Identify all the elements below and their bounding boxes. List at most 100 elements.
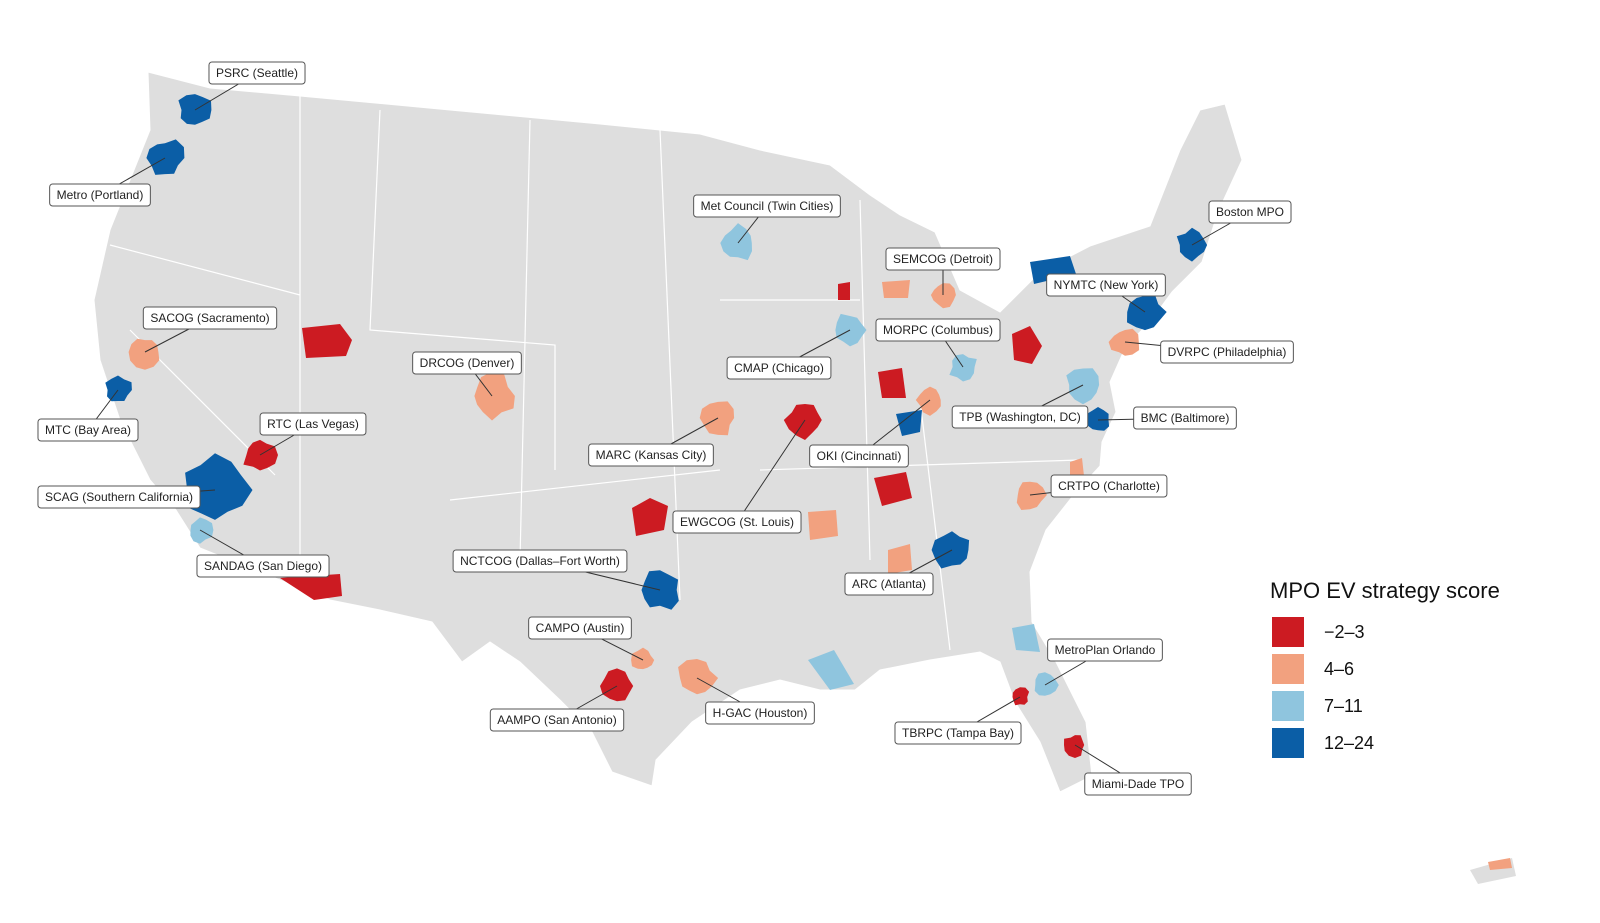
label-box xyxy=(452,549,628,573)
mpo-label: PSRC (Seattle) xyxy=(208,61,306,85)
label-box xyxy=(693,194,841,218)
mpo-label: MetroPlan Orlando xyxy=(1047,638,1163,662)
mpo-label-text: CMAP (Chicago) xyxy=(734,361,824,375)
mpo-label-text: NCTCOG (Dallas–Fort Worth) xyxy=(460,554,620,568)
label-box xyxy=(672,510,802,534)
mpo-region xyxy=(931,531,970,569)
label-box xyxy=(1208,200,1292,224)
mpo-label: Miami-Dade TPO xyxy=(1084,772,1192,796)
legend: MPO EV strategy score −2–3 4–6 7–11 12–24 xyxy=(1270,578,1500,758)
mpo-label-text: DVRPC (Philadelphia) xyxy=(1168,345,1287,359)
label-box xyxy=(844,572,934,596)
label-box xyxy=(1084,772,1192,796)
mpo-label: SACOG (Sacramento) xyxy=(142,306,278,330)
legend-label: 4–6 xyxy=(1324,659,1354,679)
region xyxy=(302,324,352,358)
mpo-label-text: ARC (Atlanta) xyxy=(852,577,926,591)
mpo-region xyxy=(1108,328,1140,356)
mpo-region xyxy=(835,313,867,347)
region xyxy=(808,650,854,690)
mpo-label: Metro (Portland) xyxy=(49,183,151,207)
legend-swatch xyxy=(1272,728,1304,758)
region xyxy=(632,498,668,536)
mpo-label-text: AAMPO (San Antonio) xyxy=(497,713,616,727)
mpo-label: NCTCOG (Dallas–Fort Worth) xyxy=(452,549,628,573)
region xyxy=(888,544,912,574)
mpo-region xyxy=(1064,735,1085,758)
mpo-region xyxy=(474,371,515,421)
mpo-label: BMC (Baltimore) xyxy=(1133,406,1237,430)
region xyxy=(896,410,922,436)
region xyxy=(878,368,906,398)
mpo-region xyxy=(631,647,655,670)
label-box xyxy=(37,485,201,509)
legend-swatch xyxy=(1272,691,1304,721)
label-box xyxy=(705,701,815,725)
mpo-label-text: H-GAC (Houston) xyxy=(713,706,808,720)
mpo-label: Boston MPO xyxy=(1208,200,1292,224)
mpo-label: SANDAG (San Diego) xyxy=(196,554,330,578)
label-box xyxy=(196,554,330,578)
legend-title: MPO EV strategy score xyxy=(1270,578,1500,603)
mpo-label-text: MARC (Kansas City) xyxy=(596,448,707,462)
mpo-label: OKI (Cincinnati) xyxy=(809,444,909,468)
region xyxy=(1012,326,1042,364)
mpo-labels: PSRC (Seattle) Metro (Portland) Met Counci… xyxy=(37,61,1294,796)
mpo-label-text: OKI (Cincinnati) xyxy=(817,449,902,463)
mpo-label-text: CRTPO (Charlotte) xyxy=(1058,479,1160,493)
mpo-region xyxy=(600,668,634,702)
mpo-label: H-GAC (Houston) xyxy=(705,701,815,725)
mpo-label-text: Metro (Portland) xyxy=(57,188,144,202)
us-outline xyxy=(93,71,1243,793)
mpo-region xyxy=(178,94,212,125)
mpo-label: RTC (Las Vegas) xyxy=(259,412,367,436)
unlabeled-regions xyxy=(280,256,1516,884)
label-box xyxy=(142,306,278,330)
mpo-label-text: TBRPC (Tampa Bay) xyxy=(902,726,1014,740)
label-box xyxy=(49,183,151,207)
mpo-region xyxy=(1012,687,1030,706)
mpo-region xyxy=(105,375,132,402)
mpo-label-text: PSRC (Seattle) xyxy=(216,66,298,80)
mpo-label: AAMPO (San Antonio) xyxy=(489,708,625,732)
mpo-label: DRCOG (Denver) xyxy=(412,351,522,375)
mpo-label-text: SANDAG (San Diego) xyxy=(204,559,322,573)
mpo-label-text: Boston MPO xyxy=(1216,205,1284,219)
label-box xyxy=(809,444,909,468)
label-box xyxy=(528,616,632,640)
legend-label: 12–24 xyxy=(1324,733,1374,753)
mpo-label-text: SEMCOG (Detroit) xyxy=(893,252,993,266)
mpo-label-text: Miami-Dade TPO xyxy=(1092,777,1184,791)
region xyxy=(1012,624,1040,652)
mpo-region xyxy=(243,439,278,471)
mpo-label: CRTPO (Charlotte) xyxy=(1050,474,1168,498)
region xyxy=(808,510,838,540)
label-box xyxy=(1133,406,1237,430)
mpo-label: MORPC (Columbus) xyxy=(875,318,1001,342)
label-box xyxy=(885,247,1001,271)
region xyxy=(882,280,910,298)
mpo-label: Met Council (Twin Cities) xyxy=(693,194,841,218)
mpo-region xyxy=(128,338,160,370)
mpo-region xyxy=(185,453,253,520)
label-box xyxy=(875,318,1001,342)
mpo-label: SEMCOG (Detroit) xyxy=(885,247,1001,271)
mpo-region xyxy=(1127,294,1167,331)
region xyxy=(874,472,912,506)
legend-label: −2–3 xyxy=(1324,622,1365,642)
mpo-region xyxy=(949,354,977,382)
mpo-label-text: Met Council (Twin Cities) xyxy=(701,199,834,213)
label-box xyxy=(588,443,714,467)
label-box xyxy=(412,351,522,375)
mpo-label-text: DRCOG (Denver) xyxy=(420,356,515,370)
label-box xyxy=(37,418,139,442)
label-box xyxy=(1046,273,1166,297)
mpo-label-text: MetroPlan Orlando xyxy=(1055,643,1156,657)
region xyxy=(1488,858,1512,870)
label-box xyxy=(208,61,306,85)
label-box xyxy=(1160,340,1294,364)
leader-line xyxy=(736,419,806,523)
mpo-label-text: MORPC (Columbus) xyxy=(883,323,993,337)
region xyxy=(280,574,342,600)
